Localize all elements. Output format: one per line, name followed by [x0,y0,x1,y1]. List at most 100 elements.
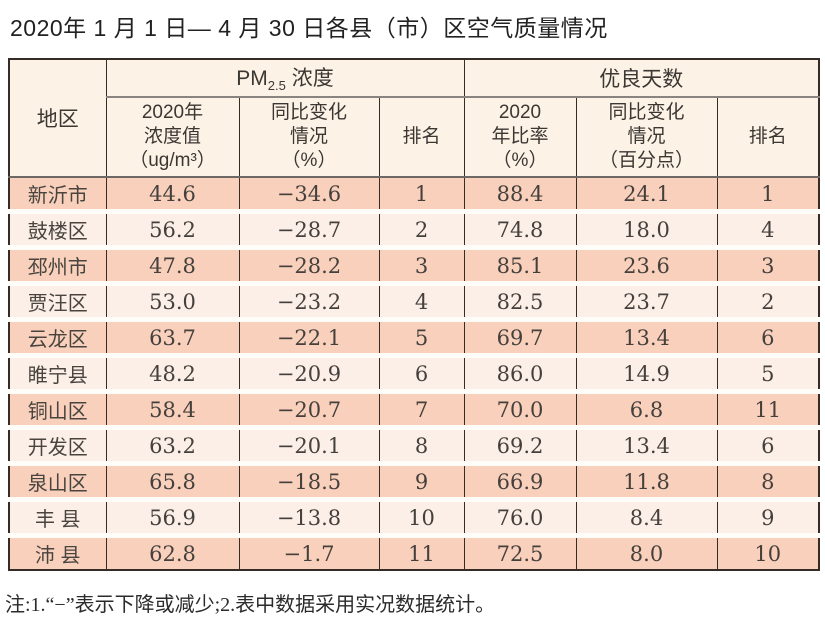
cell-pm-value: 56.2 [105,209,240,248]
table-row: 鼓楼区 56.2 −28.7 2 74.8 18.0 4 [8,209,820,248]
table-row: 新沂市 44.6 −34.6 1 88.4 24.1 1 [8,177,820,212]
header-sub-row: 2020年 浓度值 （ug/m³） 同比变化 情况 （%） 排名 2020 年比… [9,97,820,178]
table-row: 铜山区 58.4 −20.7 7 70.0 6.8 11 [8,389,820,428]
cell-region: 沛 县 [8,533,107,570]
cell-days-rank: 9 [716,497,820,536]
table-body: 新沂市 44.6 −34.6 1 88.4 24.1 1 鼓楼区 56.2 −2… [8,177,820,570]
cell-pm-rank: 10 [378,497,465,536]
table-row: 睢宁县 48.2 −20.9 6 86.0 14.9 5 [8,353,820,392]
cell-days-rank: 10 [716,533,820,570]
cell-pm-value: 47.8 [105,245,240,284]
table-row: 开发区 63.2 −20.1 8 69.2 13.4 6 [8,425,820,464]
cell-days-change: 11.8 [575,461,718,500]
table-row: 丰 县 56.9 −13.8 10 76.0 8.4 9 [8,497,820,536]
cell-pm-value: 53.0 [105,281,240,320]
cell-days-change: 6.8 [575,389,718,428]
cell-days-rank: 4 [716,209,820,248]
cell-pm-rank: 9 [378,461,465,500]
cell-days-change: 23.7 [575,281,718,320]
cell-pm-rank: 2 [378,209,465,248]
cell-days-change: 13.4 [575,317,718,356]
table-header: 地区 PM2.5 浓度 优良天数 2020年 浓度值 （ug/m³） 同比变化 … [8,59,820,178]
cell-pm-change: −1.7 [238,533,380,570]
cell-days-rate: 88.4 [463,177,577,212]
cell-pm-value: 65.8 [105,461,240,500]
cell-pm-value: 62.8 [105,533,240,570]
header-group-pm25: PM2.5 浓度 [105,59,465,98]
header-pm-rank: 排名 [378,97,465,178]
header-group-row: 地区 PM2.5 浓度 优良天数 [8,59,820,178]
cell-days-rank: 3 [716,245,820,284]
cell-pm-rank: 6 [378,353,465,392]
cell-pm-change: −34.6 [238,177,380,212]
pm-label-rest: 浓度 [285,67,334,91]
cell-days-change: 23.6 [575,245,718,284]
cell-pm-rank: 1 [378,177,465,212]
cell-days-rank: 6 [716,317,820,356]
cell-pm-value: 63.7 [105,317,240,356]
cell-pm-change: −20.9 [238,353,380,392]
table-row: 贾汪区 53.0 −23.2 4 82.5 23.7 2 [8,281,820,320]
pm-label-main: PM [236,67,268,91]
cell-days-rate: 72.5 [463,533,577,570]
cell-days-rate: 69.2 [463,425,577,464]
cell-pm-value: 56.9 [105,497,240,536]
cell-pm-change: −28.7 [238,209,380,248]
header-days-rate: 2020 年比率 （%） [463,97,577,178]
cell-days-rank: 6 [716,425,820,464]
cell-region: 邳州市 [8,245,107,284]
cell-days-rate: 66.9 [463,461,577,500]
cell-pm-rank: 7 [378,389,465,428]
cell-region: 鼓楼区 [8,209,107,248]
cell-days-change: 8.4 [575,497,718,536]
cell-days-rate: 70.0 [463,389,577,428]
cell-pm-change: −13.8 [238,497,380,536]
header-pm-change: 同比变化 情况 （%） [238,97,380,178]
footnote: 注:1.“−”表示下降或减少;2.表中数据采用实况数据统计。 [5,594,496,616]
cell-region: 开发区 [8,425,107,464]
cell-pm-value: 63.2 [105,425,240,464]
cell-days-rate: 86.0 [463,353,577,392]
cell-days-rate: 76.0 [463,497,577,536]
air-quality-table: 地区 PM2.5 浓度 优良天数 2020年 浓度值 （ug/m³） 同比变化 … [8,58,820,571]
cell-region: 泉山区 [8,461,107,500]
cell-pm-change: −18.5 [238,461,380,500]
cell-pm-rank: 3 [378,245,465,284]
cell-region: 贾汪区 [8,281,107,320]
cell-region: 睢宁县 [8,353,107,392]
cell-pm-change: −20.1 [238,425,380,464]
cell-pm-change: −28.2 [238,245,380,284]
cell-pm-value: 58.4 [105,389,240,428]
cell-days-change: 24.1 [575,177,718,212]
cell-days-rate: 82.5 [463,281,577,320]
cell-days-rank: 11 [716,389,820,428]
pm-label-subscript: 2.5 [267,78,286,94]
cell-region: 铜山区 [8,389,107,428]
cell-pm-change: −22.1 [238,317,380,356]
cell-pm-rank: 4 [378,281,465,320]
cell-pm-change: −20.7 [238,389,380,428]
header-days-rank: 排名 [716,97,820,178]
cell-days-rank: 1 [716,177,820,212]
cell-pm-value: 44.6 [105,177,240,212]
cell-region: 新沂市 [8,177,107,212]
cell-region: 云龙区 [8,317,107,356]
cell-region: 丰 县 [8,497,107,536]
cell-pm-rank: 5 [378,317,465,356]
cell-days-change: 18.0 [575,209,718,248]
cell-pm-change: −23.2 [238,281,380,320]
header-region: 地区 [8,59,107,178]
header-pm-value: 2020年 浓度值 （ug/m³） [105,97,240,178]
cell-pm-rank: 11 [378,533,465,570]
page-title: 2020年 1 月 1 日— 4 月 30 日各县（市）区空气质量情况 [10,15,608,41]
cell-days-change: 8.0 [575,533,718,570]
cell-days-rate: 69.7 [463,317,577,356]
cell-days-rank: 5 [716,353,820,392]
header-days-change: 同比变化 情况 （百分点） [575,97,718,178]
cell-days-rank: 2 [716,281,820,320]
cell-days-rank: 8 [716,461,820,500]
table-row: 云龙区 63.7 −22.1 5 69.7 13.4 6 [8,317,820,356]
table-row: 沛 县 62.8 −1.7 11 72.5 8.0 10 [8,533,820,570]
header-group-good-days: 优良天数 [463,59,820,98]
